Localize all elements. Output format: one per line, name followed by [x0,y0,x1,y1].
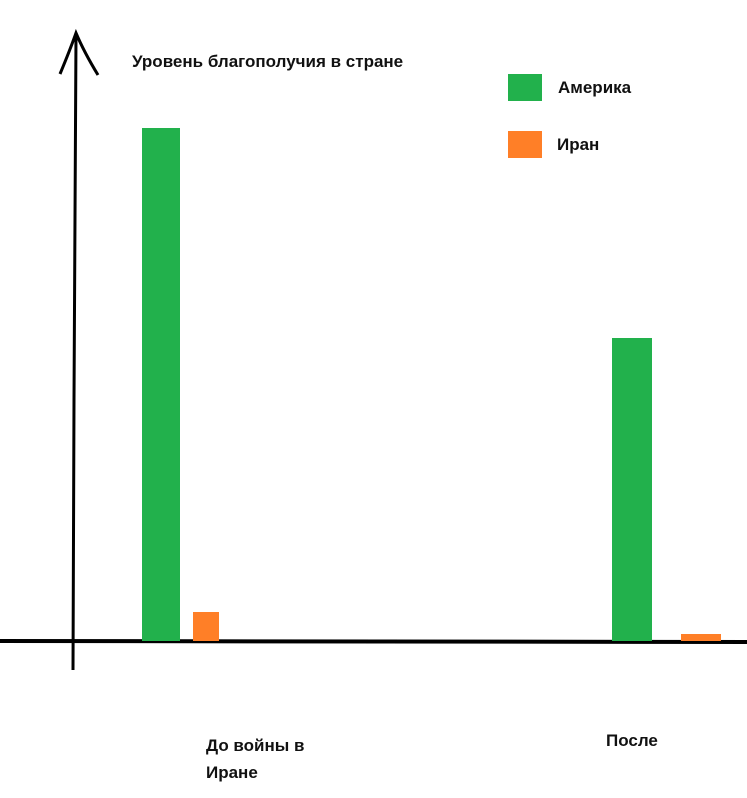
bar [612,338,652,641]
bar [681,634,721,641]
legend-swatch [508,131,542,158]
y-axis [58,28,100,671]
bar [193,612,219,641]
bar [142,128,180,641]
legend-label: Иран [557,135,600,154]
legend-swatch [508,74,542,101]
legend-label: Америка [558,78,632,97]
x-axis [0,639,747,644]
x-tick-label: После [606,731,658,750]
x-tick-label: До войны в Иране [206,736,305,782]
chart-title: Уровень благополучия в стране [132,52,404,71]
